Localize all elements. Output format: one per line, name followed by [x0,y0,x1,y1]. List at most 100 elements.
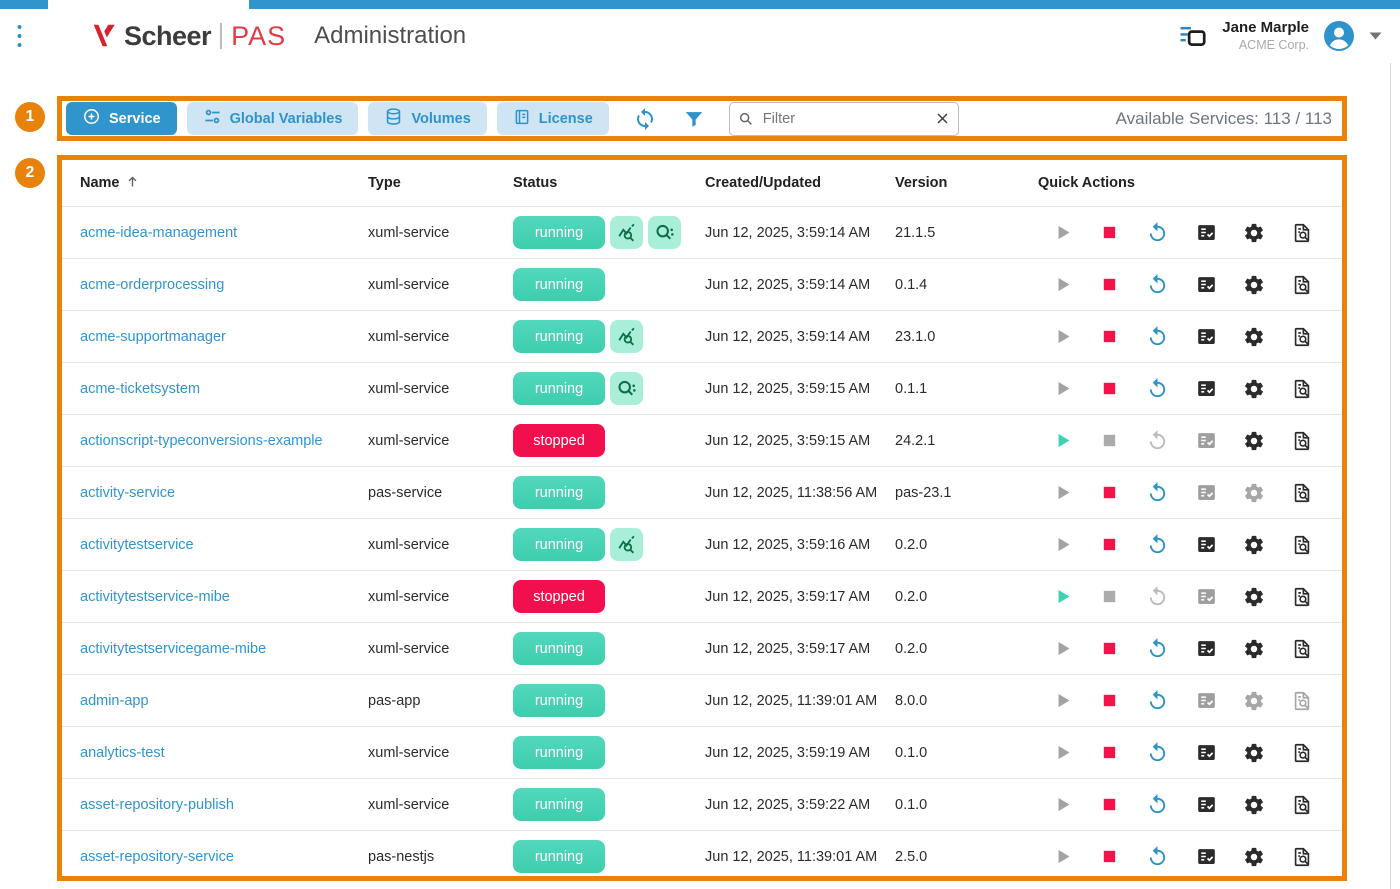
service-type: xuml-service [368,225,513,241]
service-name-link[interactable]: activitytestservicegame-mibe [80,641,266,657]
menu-dots-icon[interactable] [16,23,38,49]
logs-button[interactable] [1196,638,1217,659]
stop-button[interactable] [1099,794,1120,815]
restart-button[interactable] [1146,845,1169,868]
stop-button[interactable] [1099,482,1120,503]
table-row: acme-orderprocessing xuml-service runnin… [62,258,1342,310]
settings-button[interactable] [1243,586,1265,608]
settings-button[interactable] [1243,794,1265,816]
service-name-link[interactable]: activitytestservice-mibe [80,589,230,605]
app-header: Scheer PAS Administration Jane Marple AC… [0,9,1400,63]
filter-input[interactable] [729,102,959,136]
table-row: acme-ticketsystem xuml-service running J… [62,362,1342,414]
inspect-logs-button[interactable] [1291,534,1313,556]
inspect-logs-button[interactable] [1291,482,1313,504]
quick-actions [1038,377,1324,400]
logs-button[interactable] [1196,794,1217,815]
restart-button[interactable] [1146,481,1169,504]
service-name-link[interactable]: acme-ticketsystem [80,381,200,397]
service-name-link[interactable]: asset-repository-service [80,849,234,865]
settings-button[interactable] [1243,534,1265,556]
stop-button[interactable] [1099,274,1120,295]
service-name-link[interactable]: analytics-test [80,745,165,761]
stop-button[interactable] [1099,690,1120,711]
restart-button[interactable] [1146,689,1169,712]
settings-button[interactable] [1243,326,1265,348]
start-button[interactable] [1052,586,1073,607]
annotation-badge-1: 1 [15,102,45,132]
service-name-link[interactable]: actionscript-typeconversions-example [80,433,323,449]
service-overview-icon[interactable] [1178,23,1208,50]
analyzer-indicator[interactable] [610,216,643,249]
restart-button[interactable] [1146,637,1169,660]
settings-button[interactable] [1243,274,1265,296]
analyzer-indicator[interactable] [610,528,643,561]
service-type: pas-app [368,693,513,709]
avatar[interactable] [1323,20,1355,52]
stop-button[interactable] [1099,742,1120,763]
start-button[interactable] [1052,430,1073,451]
service-name-link[interactable]: acme-orderprocessing [80,277,224,293]
filter-funnel-icon[interactable] [683,108,705,130]
logs-button[interactable] [1196,378,1217,399]
logs-button[interactable] [1196,222,1217,243]
inspect-logs-button[interactable] [1291,430,1313,452]
restart-button[interactable] [1146,377,1169,400]
stop-button[interactable] [1099,378,1120,399]
logs-button[interactable] [1196,534,1217,555]
analyzer-indicator[interactable] [610,320,643,353]
service-name-link[interactable]: asset-repository-publish [80,797,234,813]
settings-button[interactable] [1243,638,1265,660]
tab-service[interactable]: Service [66,102,177,135]
refresh-icon[interactable] [633,107,657,131]
created-updated: Jun 12, 2025, 3:59:19 AM [705,745,895,761]
stop-button[interactable] [1099,638,1120,659]
sliders-icon [203,107,222,130]
service-name-link[interactable]: activitytestservice [80,537,194,553]
service-name-link[interactable]: acme-idea-management [80,225,237,241]
tab-volumes[interactable]: Volumes [368,102,486,135]
stop-button[interactable] [1099,326,1120,347]
inspect-logs-button[interactable] [1291,222,1313,244]
inspect-logs-button[interactable] [1291,794,1313,816]
service-name-link[interactable]: admin-app [80,693,149,709]
filter-field [729,102,959,136]
restart-button[interactable] [1146,741,1169,764]
service-name-link[interactable]: acme-supportmanager [80,329,226,345]
stop-button[interactable] [1099,534,1120,555]
stop-button[interactable] [1099,222,1120,243]
inspect-logs-button[interactable] [1291,742,1313,764]
logs-button[interactable] [1196,326,1217,347]
inspect-logs-button[interactable] [1291,274,1313,296]
inspect-logs-button[interactable] [1291,586,1313,608]
inspect-logs-button[interactable] [1291,846,1313,868]
trace-indicator[interactable] [610,372,643,405]
column-header-name[interactable]: Name [80,174,368,193]
inspect-logs-button[interactable] [1291,326,1313,348]
service-name-link[interactable]: activity-service [80,485,175,501]
restart-button[interactable] [1146,533,1169,556]
settings-button[interactable] [1243,846,1265,868]
settings-button[interactable] [1243,430,1265,452]
settings-button[interactable] [1243,378,1265,400]
service-type: xuml-service [368,641,513,657]
restart-button[interactable] [1146,273,1169,296]
logs-button[interactable] [1196,846,1217,867]
logs-button[interactable] [1196,274,1217,295]
restart-button[interactable] [1146,325,1169,348]
logs-button[interactable] [1196,742,1217,763]
scrollbar-edge[interactable] [1390,9,1391,889]
stop-button[interactable] [1099,846,1120,867]
restart-button[interactable] [1146,221,1169,244]
settings-button[interactable] [1243,742,1265,764]
tab-license[interactable]: License [497,102,609,135]
user-menu-caret-icon[interactable] [1369,32,1382,40]
tab-global-variables[interactable]: Global Variables [187,102,359,135]
annotation-box-toolbar: Service Global Variables Volumes License [57,96,1347,141]
restart-button[interactable] [1146,793,1169,816]
trace-indicator[interactable] [648,216,681,249]
inspect-logs-button[interactable] [1291,638,1313,660]
clear-filter-icon[interactable] [935,111,950,131]
inspect-logs-button[interactable] [1291,378,1313,400]
settings-button[interactable] [1243,222,1265,244]
